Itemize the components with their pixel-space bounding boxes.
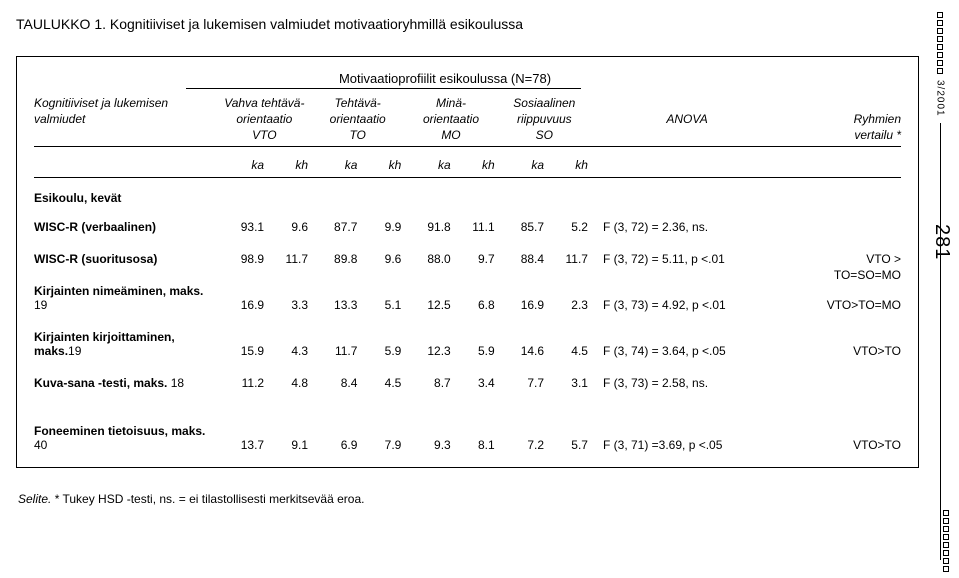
- issue-number: 3/2001: [935, 80, 946, 117]
- rule-under-groups: [34, 146, 901, 147]
- g4-l3: SO: [498, 127, 591, 143]
- ka4: ka: [498, 150, 547, 174]
- caption-prefix: TAULUKKO 1.: [16, 16, 106, 32]
- g3-l2: orientaatio: [404, 111, 497, 127]
- rule-under-kakh: [34, 177, 901, 178]
- ka3: ka: [404, 150, 453, 174]
- ryhmien-l1: Ryhmien: [783, 111, 904, 127]
- ryhmien-l2: vertailu *: [783, 127, 904, 143]
- page-number: 281: [930, 224, 953, 260]
- left-head-l1: Kognitiiviset ja lukemisen: [31, 95, 218, 111]
- side-rule: [940, 123, 941, 560]
- kh1: kh: [267, 150, 311, 174]
- g1-l1: Vahva tehtävä-: [218, 95, 311, 111]
- g2-l1: Tehtävä-: [311, 95, 404, 111]
- table-caption: TAULUKKO 1. Kognitiiviset ja lukemisen v…: [16, 16, 919, 32]
- table-row: Kuva-sana -testi, maks. 18 11.2 4.8 8.4 …: [31, 375, 904, 391]
- profile-heading: Motivaatioprofiilit esikoulussa (N=78): [186, 71, 704, 86]
- side-rail: 3/2001: [931, 12, 949, 560]
- g1-l3: VTO: [218, 127, 311, 143]
- table-row: Kirjainten nimeäminen, maks. 19 16.9 3.3…: [31, 283, 904, 313]
- section-label: Esikoulu, kevät: [31, 181, 904, 219]
- r1-label: WISC-R (verbaalinen): [31, 219, 218, 235]
- anova-head: ANOVA: [591, 111, 783, 127]
- table-row: WISC-R (verbaalinen) 93.1 9.6 87.7 9.9 9…: [31, 219, 904, 235]
- ka1: ka: [218, 150, 267, 174]
- table-row: TO=SO=MO: [31, 267, 904, 283]
- table-row: WISC-R (suoritusosa) 98.9 11.7 89.8 9.6 …: [31, 251, 904, 267]
- table-box: Motivaatioprofiilit esikoulussa (N=78) K…: [16, 56, 919, 468]
- g3-l1: Minä-: [404, 95, 497, 111]
- dot-stack-bottom-icon: [943, 510, 949, 572]
- g4-l2: riippuvuus: [498, 111, 591, 127]
- left-head-l2: valmiudet: [31, 111, 218, 127]
- g2-l2: orientaatio: [311, 111, 404, 127]
- ka2: ka: [311, 150, 360, 174]
- g1-l2: orientaatio: [218, 111, 311, 127]
- kh3: kh: [454, 150, 498, 174]
- g3-l3: MO: [404, 127, 497, 143]
- footnote: Selite. * Tukey HSD -testi, ns. = ei til…: [18, 492, 919, 506]
- footnote-rest: * Tukey HSD -testi, ns. = ei tilastollis…: [55, 492, 365, 506]
- g2-l3: TO: [311, 127, 404, 143]
- dot-stack-icon: [937, 12, 943, 74]
- r2-label: WISC-R (suoritusosa): [31, 251, 218, 267]
- kh2: kh: [360, 150, 404, 174]
- footnote-prefix: Selite.: [18, 492, 55, 506]
- table-row: Foneeminen tietoisuus, maks. 40 13.7 9.1…: [31, 423, 904, 453]
- g4-l1: Sosiaalinen: [498, 95, 591, 111]
- header-rule: [186, 88, 581, 89]
- table-row: Kirjainten kirjoittaminen, maks.19 15.9 …: [31, 329, 904, 359]
- kh4: kh: [547, 150, 591, 174]
- caption-rest: Kognitiiviset ja lukemisen valmiudet mot…: [106, 16, 523, 32]
